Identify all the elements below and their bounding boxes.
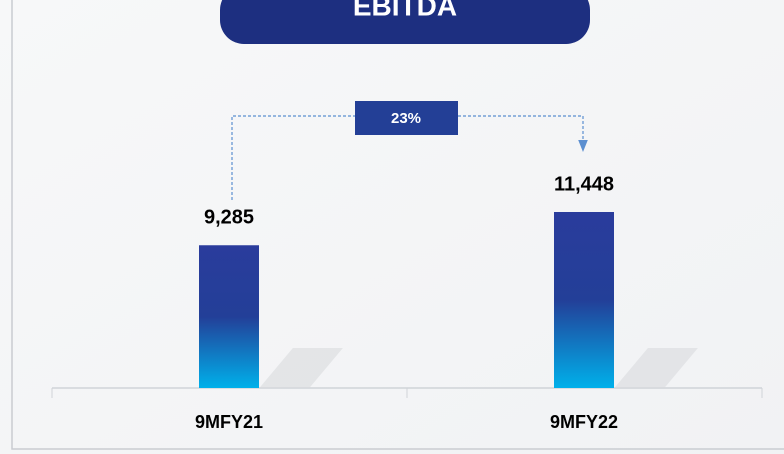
growth-connector <box>231 115 588 200</box>
bar <box>554 212 614 388</box>
bar <box>199 245 259 388</box>
bar-shadow <box>259 348 343 388</box>
value-label: 9,285 <box>204 207 254 229</box>
value-label: 11,448 <box>554 173 614 195</box>
x-tick-label: 9MFY21 <box>195 412 263 432</box>
growth-box <box>355 101 458 135</box>
chart-title: EBITDA <box>353 0 457 21</box>
title-pill <box>220 0 590 44</box>
frame <box>11 0 784 450</box>
x-tick-label: 9MFY22 <box>550 412 618 432</box>
bar-shadow <box>614 348 698 388</box>
growth-label: 23% <box>391 110 421 127</box>
